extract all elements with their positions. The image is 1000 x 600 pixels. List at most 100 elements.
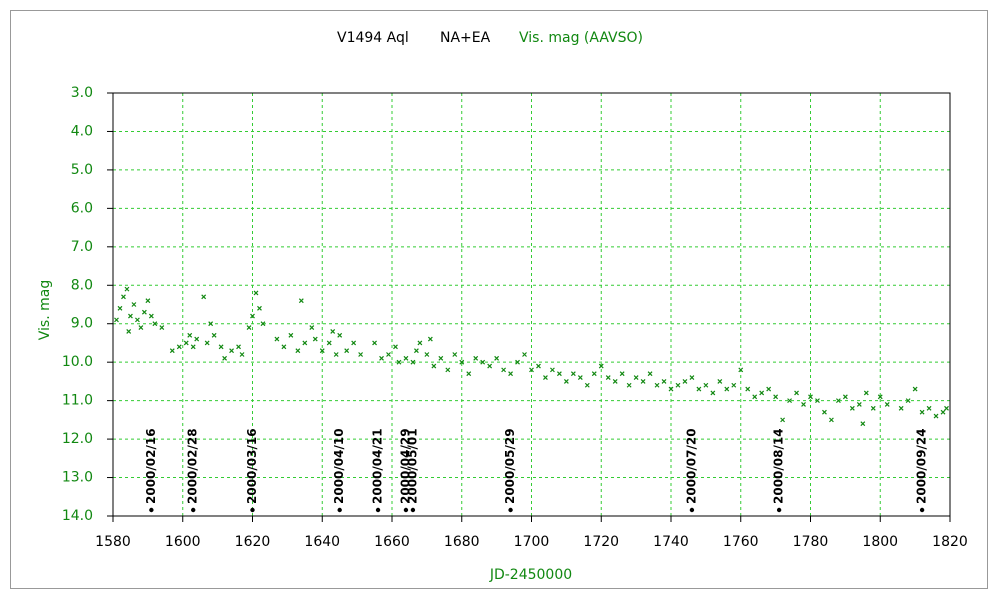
annotation-label: 2000/07/20 [684,428,698,504]
data-point [822,409,827,415]
data-point [176,344,182,350]
y-tick-label: 3.0 [71,85,93,101]
data-point [141,309,147,315]
data-point [302,340,308,346]
data-point [829,417,834,423]
data-point [647,371,653,377]
data-point [274,336,280,342]
y-tick-label: 12.0 [62,431,93,447]
data-point [145,298,151,304]
data-point [159,325,165,330]
frame [10,10,988,589]
data-point [208,321,214,327]
plot-area [112,92,951,517]
data-point [427,336,433,342]
data-point [661,378,667,384]
data-point [577,375,583,380]
x-tick-label: 1680 [444,534,480,550]
data-point [424,352,430,357]
data-point [473,355,479,361]
data-point [912,386,918,392]
chart-title: V1494 Aql [337,30,409,46]
data-point [431,363,437,369]
x-tick-label: 1660 [374,534,410,550]
data-point [459,359,465,365]
y-tick-label: 8.0 [71,277,93,293]
data-point [536,363,541,369]
data-point [204,340,210,346]
data-point [944,405,949,411]
data-point [413,348,419,354]
data-point [717,378,723,384]
x-tick-label: 1620 [235,534,271,550]
annotation-dot [337,507,342,513]
data-point [591,371,597,377]
data-point [682,378,688,384]
data-point [849,405,855,411]
annotation-dot [250,507,255,513]
annotation-label: 2000/04/29 [398,428,412,504]
data-point [724,386,730,392]
data-point [877,394,883,400]
data-point [494,355,500,361]
data-point [201,294,207,300]
data-point [403,355,409,361]
data-point [131,302,137,307]
data-point [326,340,332,346]
data-point [570,371,576,377]
data-point [487,363,493,369]
data-point [288,332,294,338]
data-point [121,294,126,300]
y-tick-label: 10.0 [62,354,93,370]
data-point [417,340,423,346]
data-point [211,332,217,338]
x-tick-label: 1820 [932,534,968,550]
x-tick-label: 1640 [304,534,340,550]
data-point [870,405,876,411]
y-tick-label: 14.0 [62,508,93,524]
annotation-label: 2000/05/01 [405,428,419,504]
data-point [780,417,786,423]
chart-subtitle: NA+EA [440,30,491,46]
annotation-dot [508,507,513,513]
data-point [860,421,866,427]
data-point [298,298,304,304]
data-point [550,367,555,373]
data-point [808,394,813,400]
annotation-label: 2000/04/10 [332,428,346,504]
data-point [194,336,200,342]
data-point [926,405,932,411]
y-tick-label: 9.0 [71,316,93,332]
data-point [138,325,144,330]
y-tick-label: 5.0 [71,162,93,178]
data-point [529,367,534,373]
data-point [508,371,513,377]
x-tick-label: 1740 [653,534,689,550]
annotation-dot [689,507,695,513]
data-point [190,344,196,350]
data-point [114,317,119,323]
data-point [933,413,939,419]
annotation-dot [776,507,782,513]
data-point [919,409,925,415]
data-point [134,317,140,323]
data-point [452,352,458,357]
data-point [239,352,245,357]
x-tick-label: 1700 [514,534,550,550]
y-tick-label: 7.0 [71,239,93,255]
data-point [856,402,862,407]
annotation-label: 2000/02/16 [144,428,158,504]
data-point [379,355,384,361]
annotation-label: 2000/04/21 [371,428,385,504]
data-point [898,405,904,411]
data-point [703,382,709,388]
x-tick-label: 1780 [793,534,829,550]
data-point [393,344,398,350]
data-point [501,367,507,373]
y-tick-label: 11.0 [62,393,93,409]
data-point [124,286,130,292]
annotation-dot [375,507,381,513]
y-tick-label: 4.0 [71,123,93,139]
data-point [794,390,799,396]
